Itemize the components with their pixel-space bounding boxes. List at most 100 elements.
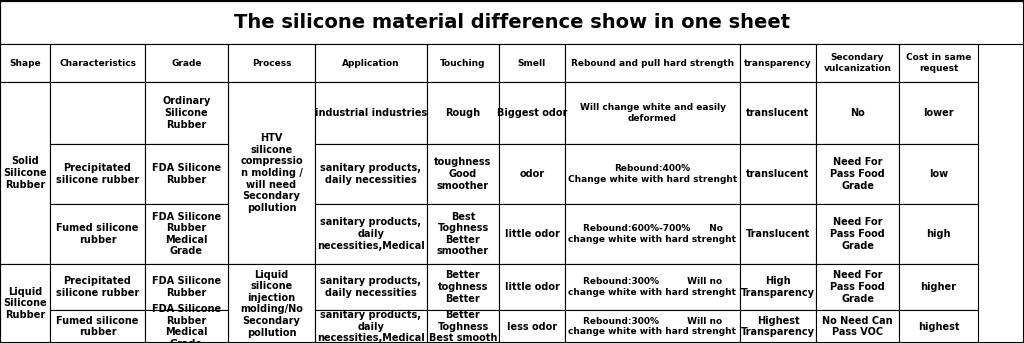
Bar bbox=[816, 82, 899, 144]
Bar bbox=[899, 82, 978, 144]
Bar bbox=[145, 82, 228, 144]
Bar bbox=[50, 310, 145, 343]
Bar bbox=[816, 264, 899, 310]
Bar bbox=[145, 204, 228, 264]
Bar bbox=[565, 204, 740, 264]
Bar bbox=[899, 144, 978, 204]
Bar bbox=[50, 264, 145, 310]
Text: FDA Silicone
Rubber: FDA Silicone Rubber bbox=[152, 163, 221, 185]
Bar bbox=[228, 264, 315, 343]
Bar bbox=[315, 82, 427, 144]
Text: odor: odor bbox=[519, 169, 545, 179]
Bar bbox=[427, 310, 499, 343]
Bar bbox=[315, 144, 427, 204]
Text: lower: lower bbox=[924, 108, 953, 118]
Bar bbox=[740, 82, 816, 144]
Bar bbox=[740, 144, 816, 204]
Bar bbox=[315, 310, 427, 343]
Text: little odor: little odor bbox=[505, 229, 559, 239]
Text: low: low bbox=[929, 169, 948, 179]
Text: transparency: transparency bbox=[744, 59, 812, 68]
Text: less odor: less odor bbox=[507, 321, 557, 331]
Text: Fumed silicone
rubber: Fumed silicone rubber bbox=[56, 223, 138, 245]
Text: sanitary products,
daily necessities: sanitary products, daily necessities bbox=[321, 276, 422, 298]
Text: FDA Silicone
Rubber
Medical
Grade: FDA Silicone Rubber Medical Grade bbox=[152, 304, 221, 343]
Text: Characteristics: Characteristics bbox=[59, 59, 136, 68]
Text: Best
Toghness
Better
smoother: Best Toghness Better smoother bbox=[437, 212, 489, 257]
Text: translucent: translucent bbox=[746, 108, 810, 118]
Text: Liquid
Silicone
Rubber: Liquid Silicone Rubber bbox=[3, 287, 47, 320]
Text: Rebound:600%-700%      No
change white with hard strenght: Rebound:600%-700% No change white with h… bbox=[568, 224, 736, 244]
Text: Need For
Pass Food
Grade: Need For Pass Food Grade bbox=[830, 157, 885, 191]
Bar bbox=[50, 204, 145, 264]
Text: Smell: Smell bbox=[518, 59, 546, 68]
Text: industrial industries: industrial industries bbox=[314, 108, 427, 118]
Text: Rebound:300%         Will no
change white with hard strenght: Rebound:300% Will no change white with h… bbox=[568, 317, 736, 336]
Text: Rebound:300%         Will no
change white with hard strenght: Rebound:300% Will no change white with h… bbox=[568, 277, 736, 297]
Text: Grade: Grade bbox=[171, 59, 202, 68]
Bar bbox=[50, 44, 145, 82]
Bar bbox=[145, 264, 228, 310]
Bar bbox=[565, 82, 740, 144]
Text: Liquid
silicone
injection
molding/No
Secondary
pollution: Liquid silicone injection molding/No Sec… bbox=[240, 270, 303, 338]
Bar bbox=[427, 264, 499, 310]
Text: highest: highest bbox=[918, 321, 959, 331]
Text: Highest
Transparency: Highest Transparency bbox=[741, 316, 815, 337]
Text: Process: Process bbox=[252, 59, 291, 68]
Text: High
Transparency: High Transparency bbox=[741, 276, 815, 298]
Text: Precipitated
silicone rubber: Precipitated silicone rubber bbox=[56, 276, 139, 298]
Text: Better
toghness
Better: Better toghness Better bbox=[438, 270, 488, 304]
Bar bbox=[740, 310, 816, 343]
Bar bbox=[816, 204, 899, 264]
Text: HTV
silicone
compressio
n molding /
will need
Secondary
pollution: HTV silicone compressio n molding / will… bbox=[241, 133, 303, 213]
Bar bbox=[315, 44, 427, 82]
Bar bbox=[499, 310, 565, 343]
Text: higher: higher bbox=[921, 282, 956, 292]
Bar bbox=[145, 310, 228, 343]
Bar bbox=[565, 310, 740, 343]
Text: Translucent: Translucent bbox=[745, 229, 810, 239]
Bar bbox=[499, 82, 565, 144]
Bar bbox=[228, 82, 315, 264]
Text: Cost in same
request: Cost in same request bbox=[906, 53, 971, 73]
Text: sanitary products,
daily
necessities,Medical: sanitary products, daily necessities,Med… bbox=[317, 217, 425, 251]
Bar bbox=[499, 44, 565, 82]
Bar bbox=[499, 204, 565, 264]
Text: Biggest odor: Biggest odor bbox=[497, 108, 567, 118]
Text: Application: Application bbox=[342, 59, 399, 68]
Bar bbox=[565, 44, 740, 82]
Bar bbox=[50, 82, 145, 144]
Text: Shape: Shape bbox=[9, 59, 41, 68]
Text: Ordinary
Silicone
Rubber: Ordinary Silicone Rubber bbox=[163, 96, 211, 130]
Text: Will change white and easily
deformed: Will change white and easily deformed bbox=[580, 103, 725, 123]
Text: translucent: translucent bbox=[746, 169, 810, 179]
Bar bbox=[816, 144, 899, 204]
Bar bbox=[565, 144, 740, 204]
Text: toughness
Good
smoother: toughness Good smoother bbox=[434, 157, 492, 191]
Bar bbox=[499, 264, 565, 310]
Text: little odor: little odor bbox=[505, 282, 559, 292]
Text: Fumed silicone
rubber: Fumed silicone rubber bbox=[56, 316, 138, 337]
Bar bbox=[0, 1, 1024, 44]
Bar bbox=[427, 204, 499, 264]
Text: Rebound:400%
Change white with hard strenght: Rebound:400% Change white with hard stre… bbox=[568, 164, 737, 184]
Text: The silicone material difference show in one sheet: The silicone material difference show in… bbox=[233, 13, 791, 32]
Bar bbox=[565, 264, 740, 310]
Bar bbox=[315, 264, 427, 310]
Text: Better
Toghness
Best smooth: Better Toghness Best smooth bbox=[429, 310, 498, 343]
Text: Precipitated
silicone rubber: Precipitated silicone rubber bbox=[56, 163, 139, 185]
Bar bbox=[427, 82, 499, 144]
Text: Rough: Rough bbox=[445, 108, 480, 118]
Text: sanitary products,
daily
necessities,Medical: sanitary products, daily necessities,Med… bbox=[317, 310, 425, 343]
Bar bbox=[145, 44, 228, 82]
Bar bbox=[499, 144, 565, 204]
Bar bbox=[740, 44, 816, 82]
Text: Rebound and pull hard strength: Rebound and pull hard strength bbox=[571, 59, 734, 68]
Text: No Need Can
Pass VOC: No Need Can Pass VOC bbox=[822, 316, 893, 337]
Bar bbox=[50, 144, 145, 204]
Bar bbox=[0, 44, 50, 82]
Text: No: No bbox=[850, 108, 865, 118]
Bar bbox=[427, 44, 499, 82]
Bar bbox=[816, 310, 899, 343]
Text: Need For
Pass Food
Grade: Need For Pass Food Grade bbox=[830, 270, 885, 304]
